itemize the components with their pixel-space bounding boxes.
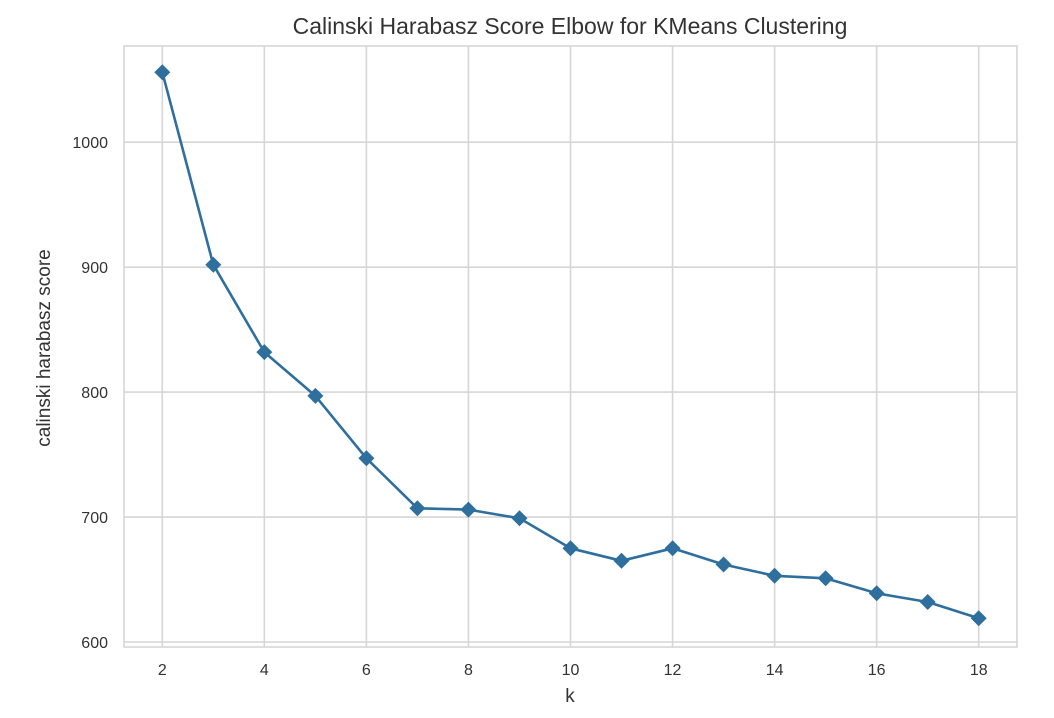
x-tick-label: 2 (158, 662, 167, 679)
data-point-marker (613, 552, 630, 569)
x-tick-label: 18 (970, 662, 988, 679)
y-tick-label: 900 (81, 260, 108, 277)
data-point-marker (562, 540, 579, 557)
data-point-marker (409, 500, 426, 517)
data-point-marker (817, 570, 834, 587)
data-point-marker (205, 256, 222, 273)
chart-title: Calinski Harabasz Score Elbow for KMeans… (293, 13, 848, 39)
data-point-marker (358, 450, 375, 467)
x-tick-label: 14 (766, 662, 784, 679)
x-axis-label: k (565, 686, 575, 707)
y-axis-label: calinski harabasz score (34, 249, 55, 446)
x-tick-label: 10 (562, 662, 580, 679)
data-point-marker (766, 567, 783, 584)
series (154, 64, 987, 627)
x-tick-label: 16 (868, 662, 886, 679)
data-point-marker (460, 501, 477, 518)
data-point-marker (919, 594, 936, 610)
data-point-marker (970, 610, 987, 627)
data-point-marker (307, 387, 324, 404)
x-tick-label: 8 (464, 662, 473, 679)
x-axis-ticks: 2 4 6 8 10 12 14 16 18 (158, 662, 988, 679)
x-tick-label: 4 (260, 662, 269, 679)
y-tick-label: 800 (81, 385, 108, 402)
x-tick-label: 12 (664, 662, 682, 679)
data-point-marker (511, 510, 528, 527)
x-tick-label: 6 (362, 662, 371, 679)
y-axis-ticks: 600 700 800 900 1000 (72, 135, 108, 652)
data-point-marker (256, 344, 273, 361)
data-point-marker (154, 64, 171, 81)
data-point-marker (664, 540, 681, 557)
y-tick-label: 700 (81, 510, 108, 527)
y-tick-label: 1000 (72, 135, 108, 152)
data-point-marker (868, 585, 885, 602)
y-tick-label: 600 (81, 635, 108, 652)
data-point-marker (715, 556, 732, 573)
